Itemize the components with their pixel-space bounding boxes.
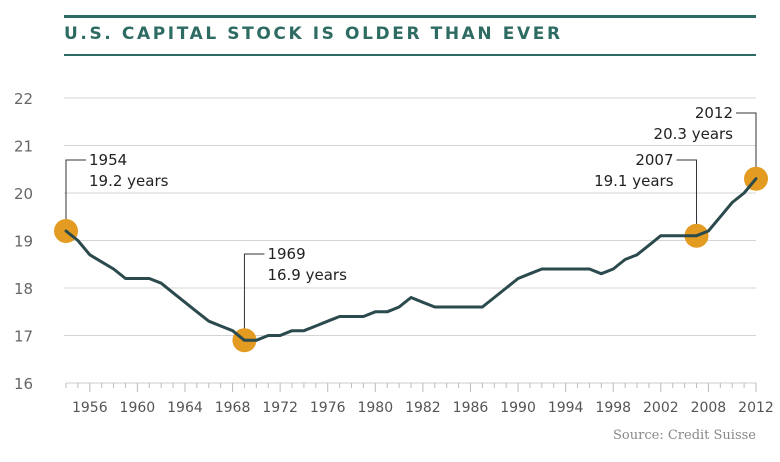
x-tick-label: 2002: [643, 400, 679, 416]
annotation-value: 19.2 years: [89, 172, 169, 190]
y-tick-label: 20: [14, 185, 33, 203]
x-tick-label: 1980: [357, 400, 393, 416]
annotation-value: 20.3 years: [654, 125, 734, 143]
x-tick-label: 1960: [120, 400, 156, 416]
series-line-path: [64, 177, 758, 342]
x-tick-label: 1986: [453, 400, 489, 416]
x-tick-label: 1982: [405, 400, 441, 416]
x-tick-label: 1998: [595, 400, 631, 416]
grid-lines: [64, 97, 756, 336]
x-tick-label: 1964: [167, 400, 203, 416]
annotation-leader: [65, 159, 86, 231]
chart-title: U.S. CAPITAL STOCK IS OLDER THAN EVER: [64, 24, 563, 44]
y-axis: 16 17 18 19 20 21 22: [14, 90, 33, 393]
annotation-year: 1969: [267, 245, 305, 263]
annotation-year: 2012: [695, 104, 733, 122]
y-tick-label: 16: [14, 375, 33, 393]
title-rule-bottom: [64, 54, 756, 56]
x-tick-label: 1956: [72, 400, 108, 416]
annotation-leader: [243, 253, 265, 341]
y-tick-label: 19: [14, 233, 33, 251]
annotation-year: 2007: [635, 151, 673, 169]
highlight-markers: [54, 166, 768, 353]
y-tick-label: 17: [14, 328, 33, 346]
title-rule-top: [64, 15, 756, 18]
x-axis: 1956 1960 1964 1968 1972 1976 1980 1982 1986 1990…: [65, 382, 774, 416]
annotation-value: 16.9 years: [267, 266, 347, 284]
x-tick-label: 1990: [500, 400, 536, 416]
series-line: [64, 177, 758, 342]
y-tick-label: 21: [14, 138, 33, 156]
annotation-leader: [676, 159, 698, 236]
annotation-labels: 1954 19.2 years 1969 16.9 years 2007 19.1 yea…: [89, 104, 733, 284]
x-tick-label: 2008: [691, 400, 727, 416]
x-tick-label: 1972: [262, 400, 298, 416]
y-tick-label: 18: [14, 280, 33, 298]
y-tick-label: 22: [14, 90, 33, 108]
source-note: Source: Credit Suisse: [613, 428, 756, 443]
annotation-leader: [736, 112, 757, 179]
annotation-year: 1954: [89, 151, 127, 169]
x-tick-label: 2012: [738, 400, 774, 416]
annotation-leaders: [65, 112, 757, 341]
x-tick-label: 1994: [548, 400, 584, 416]
x-tick-label: 1976: [310, 400, 346, 416]
x-tick-label: 1968: [215, 400, 251, 416]
annotation-value: 19.1 years: [594, 172, 674, 190]
